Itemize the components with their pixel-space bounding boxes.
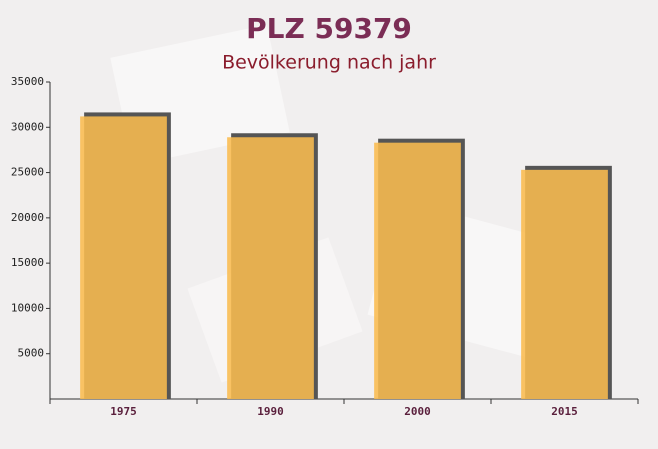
- chart-title: PLZ 59379: [246, 12, 412, 45]
- y-tick-label: 25000: [11, 166, 44, 179]
- y-tick-label: 10000: [11, 301, 44, 314]
- x-tick-label: 1990: [257, 405, 284, 418]
- x-tick-label: 2000: [404, 405, 431, 418]
- x-tick-label: 2015: [551, 405, 578, 418]
- bar: [80, 116, 167, 399]
- y-tick-label: 35000: [11, 75, 44, 88]
- y-tick-label: 30000: [11, 120, 44, 133]
- y-tick-label: 20000: [11, 211, 44, 224]
- y-tick-label: 5000: [18, 347, 45, 360]
- bar: [227, 137, 314, 399]
- chart-subtitle: Bevölkerung nach jahr: [222, 52, 436, 74]
- y-tick-label: 15000: [11, 256, 44, 269]
- bar: [521, 169, 608, 399]
- x-tick-label: 1975: [110, 405, 137, 418]
- bar: [374, 142, 461, 399]
